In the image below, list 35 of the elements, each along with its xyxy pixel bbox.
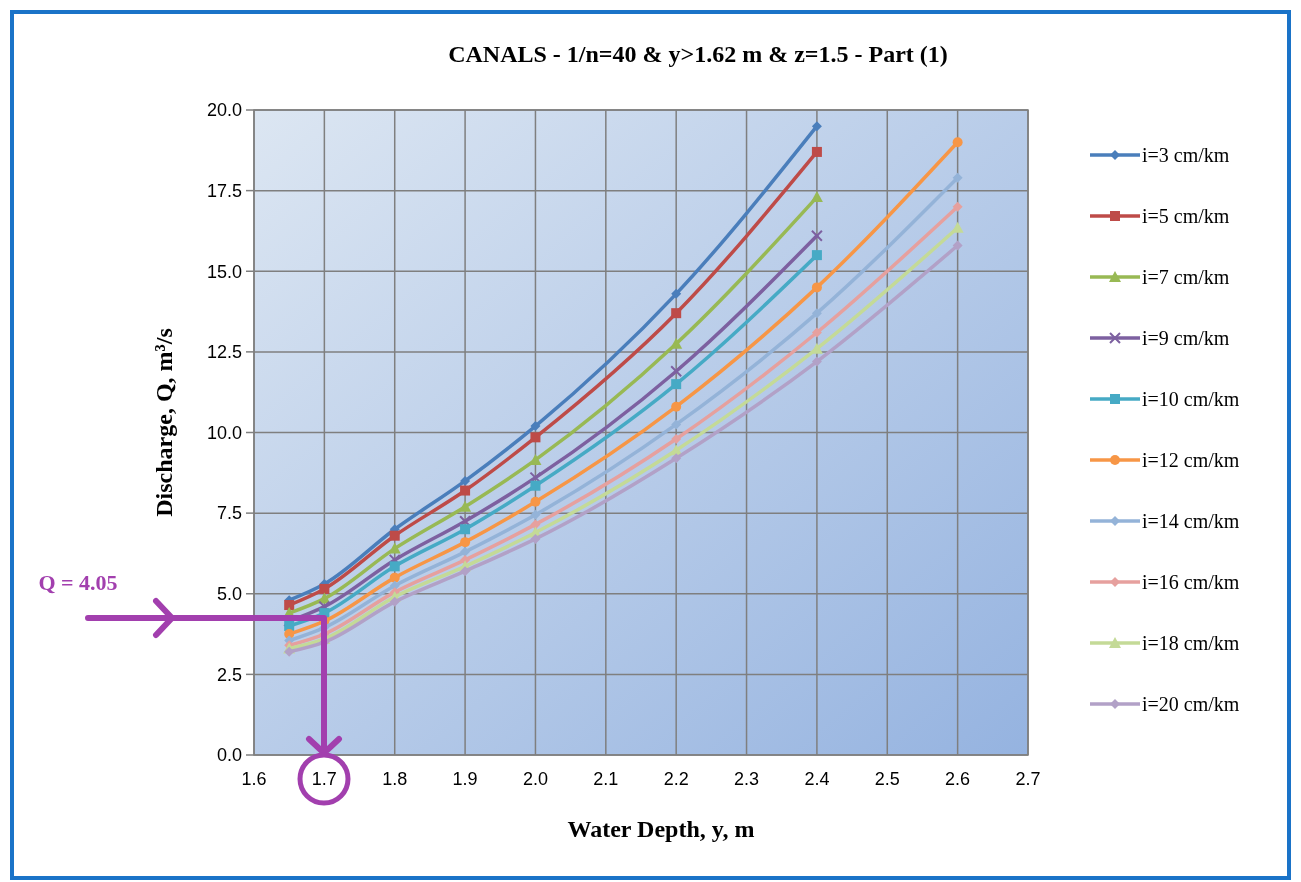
x-tick-label: 1.6 — [241, 769, 267, 789]
y-tick-label: 15.0 — [206, 261, 242, 282]
y-tick-label: 17.5 — [206, 180, 242, 201]
y-tick-label: 2.5 — [216, 664, 242, 685]
x-axis-title: Water Depth, y, m — [567, 816, 755, 842]
y-tick-label: 0.0 — [216, 745, 242, 766]
y-tick-label: 7.5 — [216, 503, 242, 524]
y-axis-title: Discharge, Q, m³/s — [151, 328, 177, 517]
x-tick-label: 1.7 — [311, 769, 337, 789]
x-tick-label: 1.8 — [382, 769, 408, 789]
x-tick-label: 2.4 — [804, 769, 830, 789]
legend-label: i=18 cm/km — [1142, 632, 1240, 654]
x-tick-label: 2.6 — [945, 769, 971, 789]
x-tick-label: 2.7 — [1015, 769, 1041, 789]
text: Q = 4.05 — [38, 570, 118, 595]
x-tick-label: 2.2 — [663, 769, 689, 789]
legend-label: i=16 cm/km — [1142, 571, 1240, 593]
legend-label: i=20 cm/km — [1142, 693, 1240, 715]
legend-label: i=10 cm/km — [1142, 388, 1240, 410]
x-tick-label: 2.0 — [522, 769, 548, 789]
legend-label: i=14 cm/km — [1142, 510, 1240, 532]
y-tick-label: 20.0 — [206, 100, 242, 121]
x-tick-label: 2.3 — [734, 769, 760, 789]
y-tick-label: 12.5 — [206, 342, 242, 363]
x-tick-label: 2.5 — [874, 769, 900, 789]
legend-label: i=5 cm/km — [1142, 205, 1230, 227]
x-tick-label: 1.9 — [452, 769, 478, 789]
legend-label: i=9 cm/km — [1142, 327, 1230, 349]
y-tick-label: 5.0 — [216, 584, 242, 605]
legend-label: i=7 cm/km — [1142, 266, 1230, 288]
chart-title: CANALS - 1/n=40 & y>1.62 m & z=1.5 - Part (1) — [448, 41, 948, 67]
legend-label: i=12 cm/km — [1142, 449, 1240, 471]
y-tick-label: 10.0 — [206, 422, 242, 443]
legend-label: i=3 cm/km — [1142, 144, 1230, 166]
x-tick-label: 2.1 — [593, 769, 619, 789]
